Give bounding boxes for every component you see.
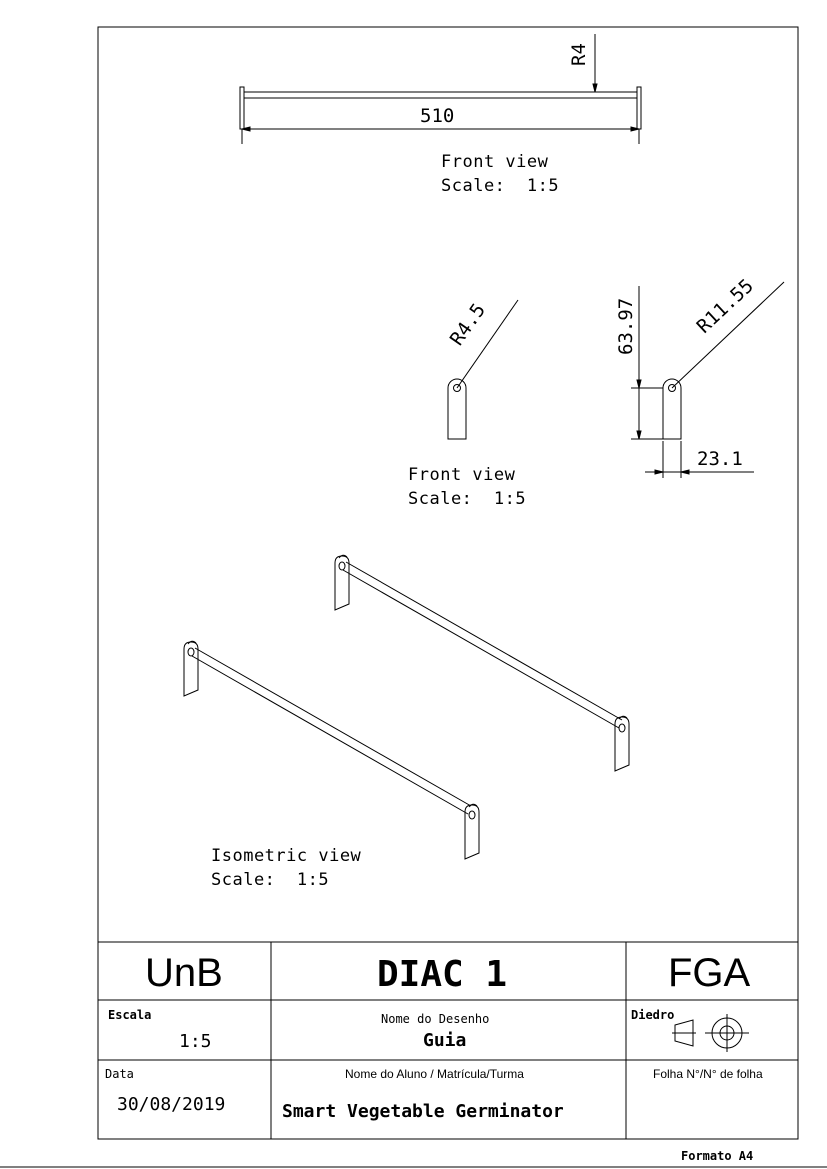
view-scale-front-mid: Scale: 1:5 xyxy=(408,489,527,509)
drawing-code: DIAC 1 xyxy=(377,954,508,995)
institution-label: UnB xyxy=(145,951,223,995)
first-angle-projection-icon xyxy=(672,1014,749,1052)
dim-width-23-1: 23.1 xyxy=(697,448,743,470)
drawing-name-value: Guia xyxy=(423,1030,467,1051)
student-field-value: Smart Vegetable Germinator xyxy=(282,1101,564,1122)
dim-radius-r4: R4 xyxy=(568,43,590,66)
scale-field-value: 1:5 xyxy=(179,1031,212,1052)
drawing-name-label: Nome do Desenho xyxy=(381,1012,490,1026)
date-field-label: Data xyxy=(105,1067,134,1081)
dim-length-510: 510 xyxy=(420,105,455,127)
scale-field-label: Escala xyxy=(108,1008,152,1022)
front-view-plate-small xyxy=(447,299,519,440)
campus-label: FGA xyxy=(668,951,751,995)
side-view-plate xyxy=(631,281,785,478)
view-scale-front-top: Scale: 1:5 xyxy=(441,176,560,196)
view-scale-isometric: Scale: 1:5 xyxy=(211,870,330,890)
view-title-front-top: Front view xyxy=(441,152,549,172)
student-field-label: Nome do Aluno / Matrícula/Turma xyxy=(345,1067,524,1081)
isometric-view-lower xyxy=(183,640,480,860)
title-block-grid xyxy=(98,941,798,1139)
date-field-value: 30/08/2019 xyxy=(117,1094,226,1115)
projection-label: Diedro xyxy=(631,1008,675,1022)
sheet-number-label: Folha N°/N° de folha xyxy=(653,1067,763,1081)
view-title-front-mid: Front view xyxy=(408,465,516,485)
view-title-isometric: Isometric view xyxy=(211,846,362,866)
dim-height-63-97: 63.97 xyxy=(615,297,637,355)
drawing-border xyxy=(97,26,799,1140)
front-view-rod xyxy=(239,34,642,144)
format-label: Formato A4 xyxy=(681,1149,754,1163)
isometric-view-upper xyxy=(334,554,630,772)
